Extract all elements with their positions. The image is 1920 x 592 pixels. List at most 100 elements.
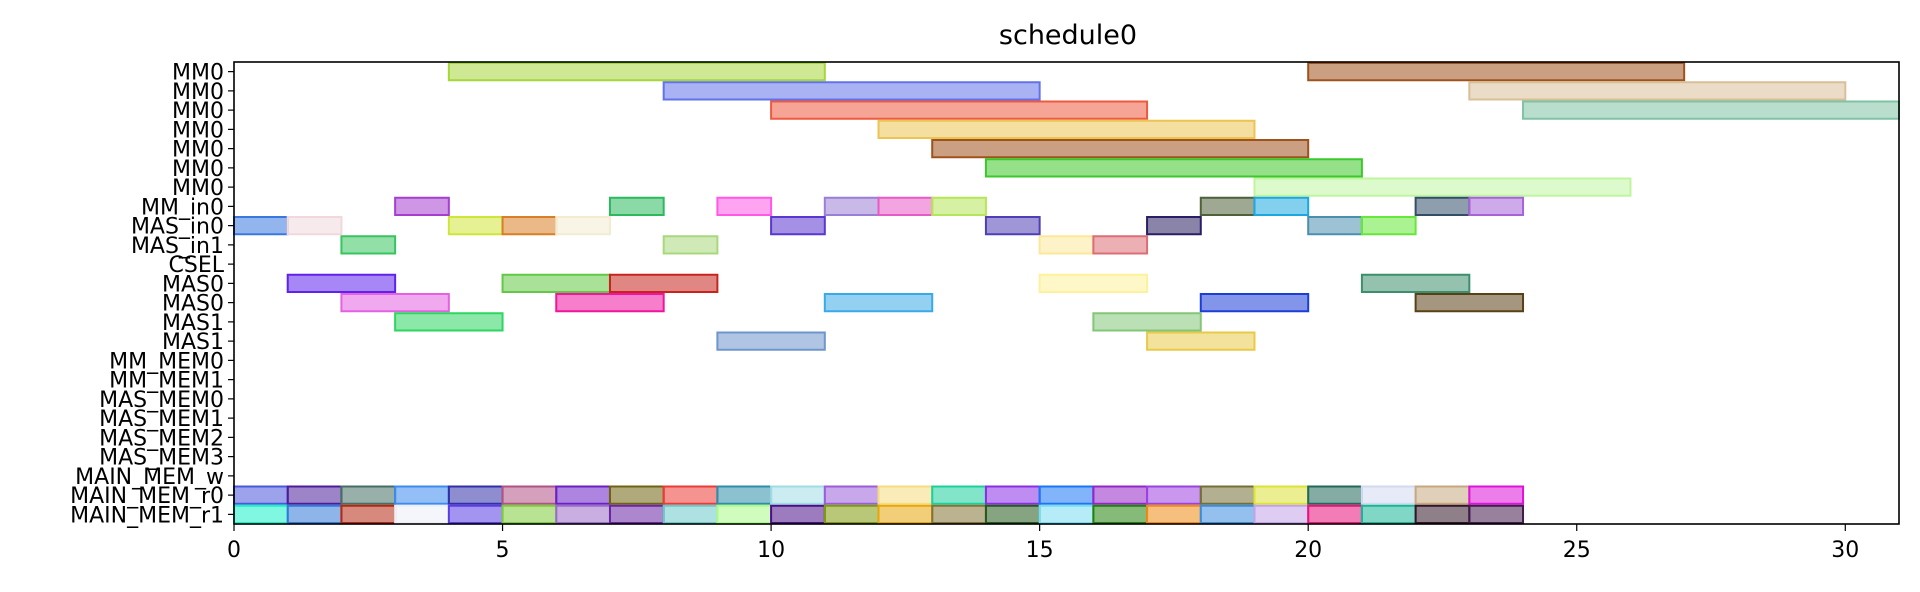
- task-bar: [1468, 485, 1525, 505]
- y-tick-label: MAS_in0: [131, 215, 224, 240]
- x-tick-label: 0: [227, 538, 241, 563]
- task-bar: [770, 504, 826, 524]
- task-bar: [555, 216, 611, 236]
- task-bar: [1092, 485, 1149, 505]
- task-bar: [931, 196, 987, 216]
- task-bar: [394, 485, 450, 505]
- task-bar: [1468, 81, 1847, 101]
- task-bar: [340, 235, 397, 255]
- x-tick-label: 30: [1831, 538, 1859, 563]
- task-bar: [394, 504, 450, 524]
- y-tick-label: MAIN_MEM_w: [75, 465, 224, 490]
- y-tick-label: MAS_MEM2: [99, 426, 224, 451]
- task-bar: [931, 139, 1310, 159]
- task-bar: [233, 504, 289, 524]
- y-tick-label: MAS_MEM1: [99, 407, 224, 432]
- task-bar: [1307, 62, 1686, 82]
- task-bar: [877, 485, 934, 505]
- task-bar: [608, 273, 719, 293]
- task-bar: [1146, 504, 1202, 524]
- y-tick-labels: MM0MM0MM0MM0MM0MM0MM0MM_in0MAS_in0MAS_in…: [70, 61, 234, 528]
- task-bar: [340, 504, 397, 524]
- y-tick-label: MAS_MEM0: [99, 388, 224, 413]
- y-tick-label: CSEL: [169, 253, 225, 278]
- y-tick-label: MM0: [172, 157, 224, 182]
- y-tick-label: MAS_in1: [131, 234, 224, 259]
- plot-frame: [233, 61, 1900, 525]
- task-bar: [1468, 504, 1525, 524]
- task-bar: [1522, 100, 1900, 120]
- task-bar: [1414, 196, 1471, 216]
- task-bars: [233, 62, 1900, 524]
- x-tick-label: 25: [1563, 538, 1591, 563]
- task-bar: [555, 485, 611, 505]
- task-bar: [501, 216, 558, 236]
- task-bar: [1038, 273, 1149, 293]
- task-bar: [1414, 485, 1471, 505]
- task-bar: [716, 196, 773, 216]
- task-bar: [1307, 504, 1363, 524]
- task-bar: [770, 485, 826, 505]
- task-bar: [877, 504, 934, 524]
- task-bar: [608, 485, 665, 505]
- task-bar: [662, 81, 1041, 101]
- task-bar: [1414, 293, 1525, 313]
- y-tick-label: MAS1: [162, 330, 224, 355]
- task-bar: [716, 485, 773, 505]
- task-bar: [931, 504, 987, 524]
- task-bar: [1199, 504, 1256, 524]
- task-bar: [447, 504, 504, 524]
- task-bar: [1360, 504, 1417, 524]
- task-bar: [1360, 273, 1471, 293]
- task-bar: [447, 216, 504, 236]
- task-bar: [1092, 312, 1202, 332]
- task-bar: [233, 216, 289, 236]
- y-tick-label: MAIN_MEM_r1: [70, 503, 224, 528]
- y-tick-label: MAS0: [162, 292, 224, 317]
- task-bar: [555, 293, 665, 313]
- task-bar: [662, 235, 719, 255]
- x-tick-label: 10: [757, 538, 785, 563]
- task-bar: [1038, 485, 1095, 505]
- task-bar: [823, 293, 934, 313]
- task-bar: [608, 504, 665, 524]
- task-bar: [286, 216, 343, 236]
- task-bar: [984, 504, 1041, 524]
- y-tick-label: MAS0: [162, 272, 224, 297]
- y-tick-label: MM_MEM1: [109, 369, 224, 394]
- task-bar: [1414, 504, 1471, 524]
- y-tick-label: MM_in0: [141, 195, 224, 220]
- task-bar: [1199, 485, 1256, 505]
- task-bar: [823, 504, 880, 524]
- task-bar: [1038, 235, 1095, 255]
- task-bar: [662, 504, 719, 524]
- task-bar: [662, 485, 719, 505]
- task-bar: [1307, 216, 1363, 236]
- x-tick-label: 20: [1294, 538, 1322, 563]
- y-tick-label: MM0: [172, 61, 224, 86]
- task-bar: [608, 196, 665, 216]
- task-bar: [984, 158, 1363, 178]
- task-bar: [1253, 196, 1310, 216]
- task-bar: [1092, 235, 1149, 255]
- task-bar: [1146, 216, 1202, 236]
- task-bar: [501, 485, 558, 505]
- task-bar: [501, 504, 558, 524]
- x-ticks: 0 5 10 15 20 25 30: [227, 524, 1859, 563]
- task-bar: [984, 216, 1041, 236]
- x-tick-label: 5: [496, 538, 510, 563]
- task-bar: [1360, 485, 1417, 505]
- task-bar: [1038, 504, 1095, 524]
- task-bar: [1199, 293, 1310, 313]
- task-bar: [770, 216, 826, 236]
- task-bar: [1468, 196, 1525, 216]
- task-bar: [877, 196, 934, 216]
- task-bar: [984, 485, 1041, 505]
- y-tick-label: MAIN_MEM_r0: [70, 484, 224, 509]
- task-bar: [1360, 216, 1417, 236]
- task-bar: [1253, 485, 1310, 505]
- task-bar: [501, 273, 611, 293]
- task-bar: [394, 196, 450, 216]
- task-bar: [931, 485, 987, 505]
- chart-title: schedule0: [999, 20, 1137, 51]
